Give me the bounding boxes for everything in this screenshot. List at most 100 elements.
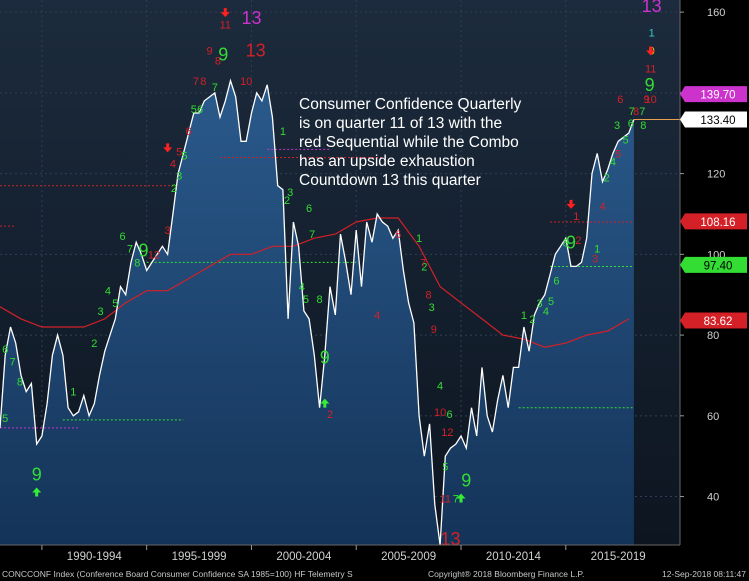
x-tick-label: 1990-1994 (67, 551, 123, 563)
setup-count-label: 13 (440, 529, 460, 549)
setup-count-label: 2 (284, 195, 290, 207)
setup-count-label: 6 (120, 231, 126, 243)
setup-count-label: 5 (112, 298, 118, 310)
y-tick-label: 60 (707, 411, 719, 423)
setup-count-label: 6 (446, 409, 452, 421)
setup-count-label: 8 (317, 294, 323, 306)
commentary-line-4: has an upside exhaustion (299, 153, 475, 170)
setup-count-label: 3 (614, 120, 620, 132)
footer-timestamp: 12-Sep-2018 08:11:47 (662, 569, 746, 579)
setup-count-label: 13 (246, 41, 266, 61)
up-arrow-icon (320, 398, 330, 408)
commentary-line-5: Countdown 13 this quarter (299, 172, 481, 189)
setup-count-label: 1 (70, 387, 76, 399)
y-tick-label: 120 (707, 169, 725, 181)
down-arrow-icon (220, 8, 230, 18)
setup-count-label: 9 (218, 45, 228, 65)
setup-count-label: 8 (640, 120, 646, 132)
x-tick-label: 2015-2019 (591, 551, 646, 563)
value-label-box (680, 213, 747, 230)
setup-count-label: 10 (240, 76, 252, 88)
index-area-fill (0, 80, 634, 545)
value-label-box (680, 111, 747, 128)
setup-count-label: 4 (374, 310, 380, 322)
setup-count-label: 5 (181, 151, 187, 163)
setup-count-label: 2 (529, 314, 535, 326)
setup-count-label: 5 (615, 148, 621, 160)
footer-bar (0, 566, 749, 581)
setup-count-label: 3 (429, 302, 435, 314)
setup-count-label: 9 (207, 46, 213, 58)
setup-count-label: 8 (563, 237, 569, 249)
setup-count-label: 2 (421, 262, 427, 274)
setup-count-label: 1 (594, 243, 600, 255)
setup-count-label: 9 (645, 75, 655, 95)
value-label-text: 83.62 (704, 316, 733, 328)
setup-count-label: 7 (193, 76, 199, 88)
setup-count-label: 10 (645, 94, 657, 106)
setup-count-label: 6 (617, 94, 623, 106)
setup-count-label: 7 (309, 229, 315, 241)
y-tick-label: 40 (707, 492, 719, 504)
index-line (0, 78, 635, 546)
x-tick-label: 1995-1999 (172, 551, 227, 563)
setup-count-label: 1 (521, 310, 527, 322)
setup-count-label: 6 (306, 203, 312, 215)
setup-count-label: 5 (622, 134, 628, 146)
setup-count-label: 1 (649, 27, 655, 39)
setup-count-label: 4 (543, 306, 549, 318)
setup-count-label: 3 (287, 187, 293, 199)
setup-count-label: 7 (212, 82, 218, 94)
setup-count-label: 5 (2, 413, 8, 425)
value-label-text: 133.40 (700, 115, 735, 127)
down-arrow-icon (163, 143, 173, 153)
setup-count-label: 7 (629, 106, 635, 118)
setup-count-label: 9 (138, 240, 148, 260)
setup-count-label: 3 (98, 306, 104, 318)
setup-count-label: 4 (105, 286, 111, 298)
setup-count-label: 12 (441, 427, 453, 439)
setup-count-label: 10 (434, 407, 446, 419)
setup-count-label: 2 (604, 173, 610, 185)
setup-count-label: 1 (416, 233, 422, 245)
value-label-box (680, 312, 747, 329)
value-label-text: 108.16 (700, 217, 735, 229)
setup-count-label: 6 (628, 118, 634, 130)
setup-count-label: 4 (299, 282, 305, 294)
setup-count-label: 5 (176, 146, 182, 158)
setup-count-label: 8 (215, 56, 221, 68)
setup-count-label: 8 (17, 377, 23, 389)
y-tick-label: 80 (707, 330, 719, 342)
commentary-text: Consumer Confidence Quarterly is on quar… (299, 96, 526, 189)
setup-count-label: 3 (176, 171, 182, 183)
setup-count-label: 4 (599, 201, 605, 213)
x-tick-label: 2005-2009 (381, 551, 436, 563)
setup-count-label: 11 (645, 64, 656, 76)
setup-count-label: 7 (639, 106, 645, 118)
setup-count-label: 7 (127, 243, 133, 255)
setup-count-label: 8 (425, 290, 431, 302)
setup-count-label: 5 (303, 294, 309, 306)
value-label-text: 139.70 (700, 90, 735, 102)
setup-count-label: 4 (170, 159, 176, 171)
setup-count-label: 7 (420, 257, 426, 269)
setup-count-label: 9 (32, 464, 42, 484)
setup-count-label: 8 (633, 106, 639, 118)
up-arrow-icon (456, 493, 466, 503)
setup-count-label: 6 (2, 344, 8, 356)
setup-count-label: 5 (548, 296, 554, 308)
commentary-line-3: red Sequential while the Combo (299, 134, 519, 151)
y-tick-label: 160 (707, 7, 725, 19)
setup-count-label: 2 (171, 183, 177, 195)
setup-count-label: 9 (643, 94, 649, 106)
value-label-box (680, 86, 747, 103)
setup-count-label: 7 (10, 356, 16, 368)
setup-count-label: 11 (220, 19, 231, 31)
setup-count-label: 2 (91, 338, 97, 350)
setup-count-label: 9 (320, 347, 330, 367)
setup-count-label: 13 (241, 8, 261, 28)
setup-count-label: 2 (327, 409, 333, 421)
setup-count-label: 3 (165, 225, 171, 237)
